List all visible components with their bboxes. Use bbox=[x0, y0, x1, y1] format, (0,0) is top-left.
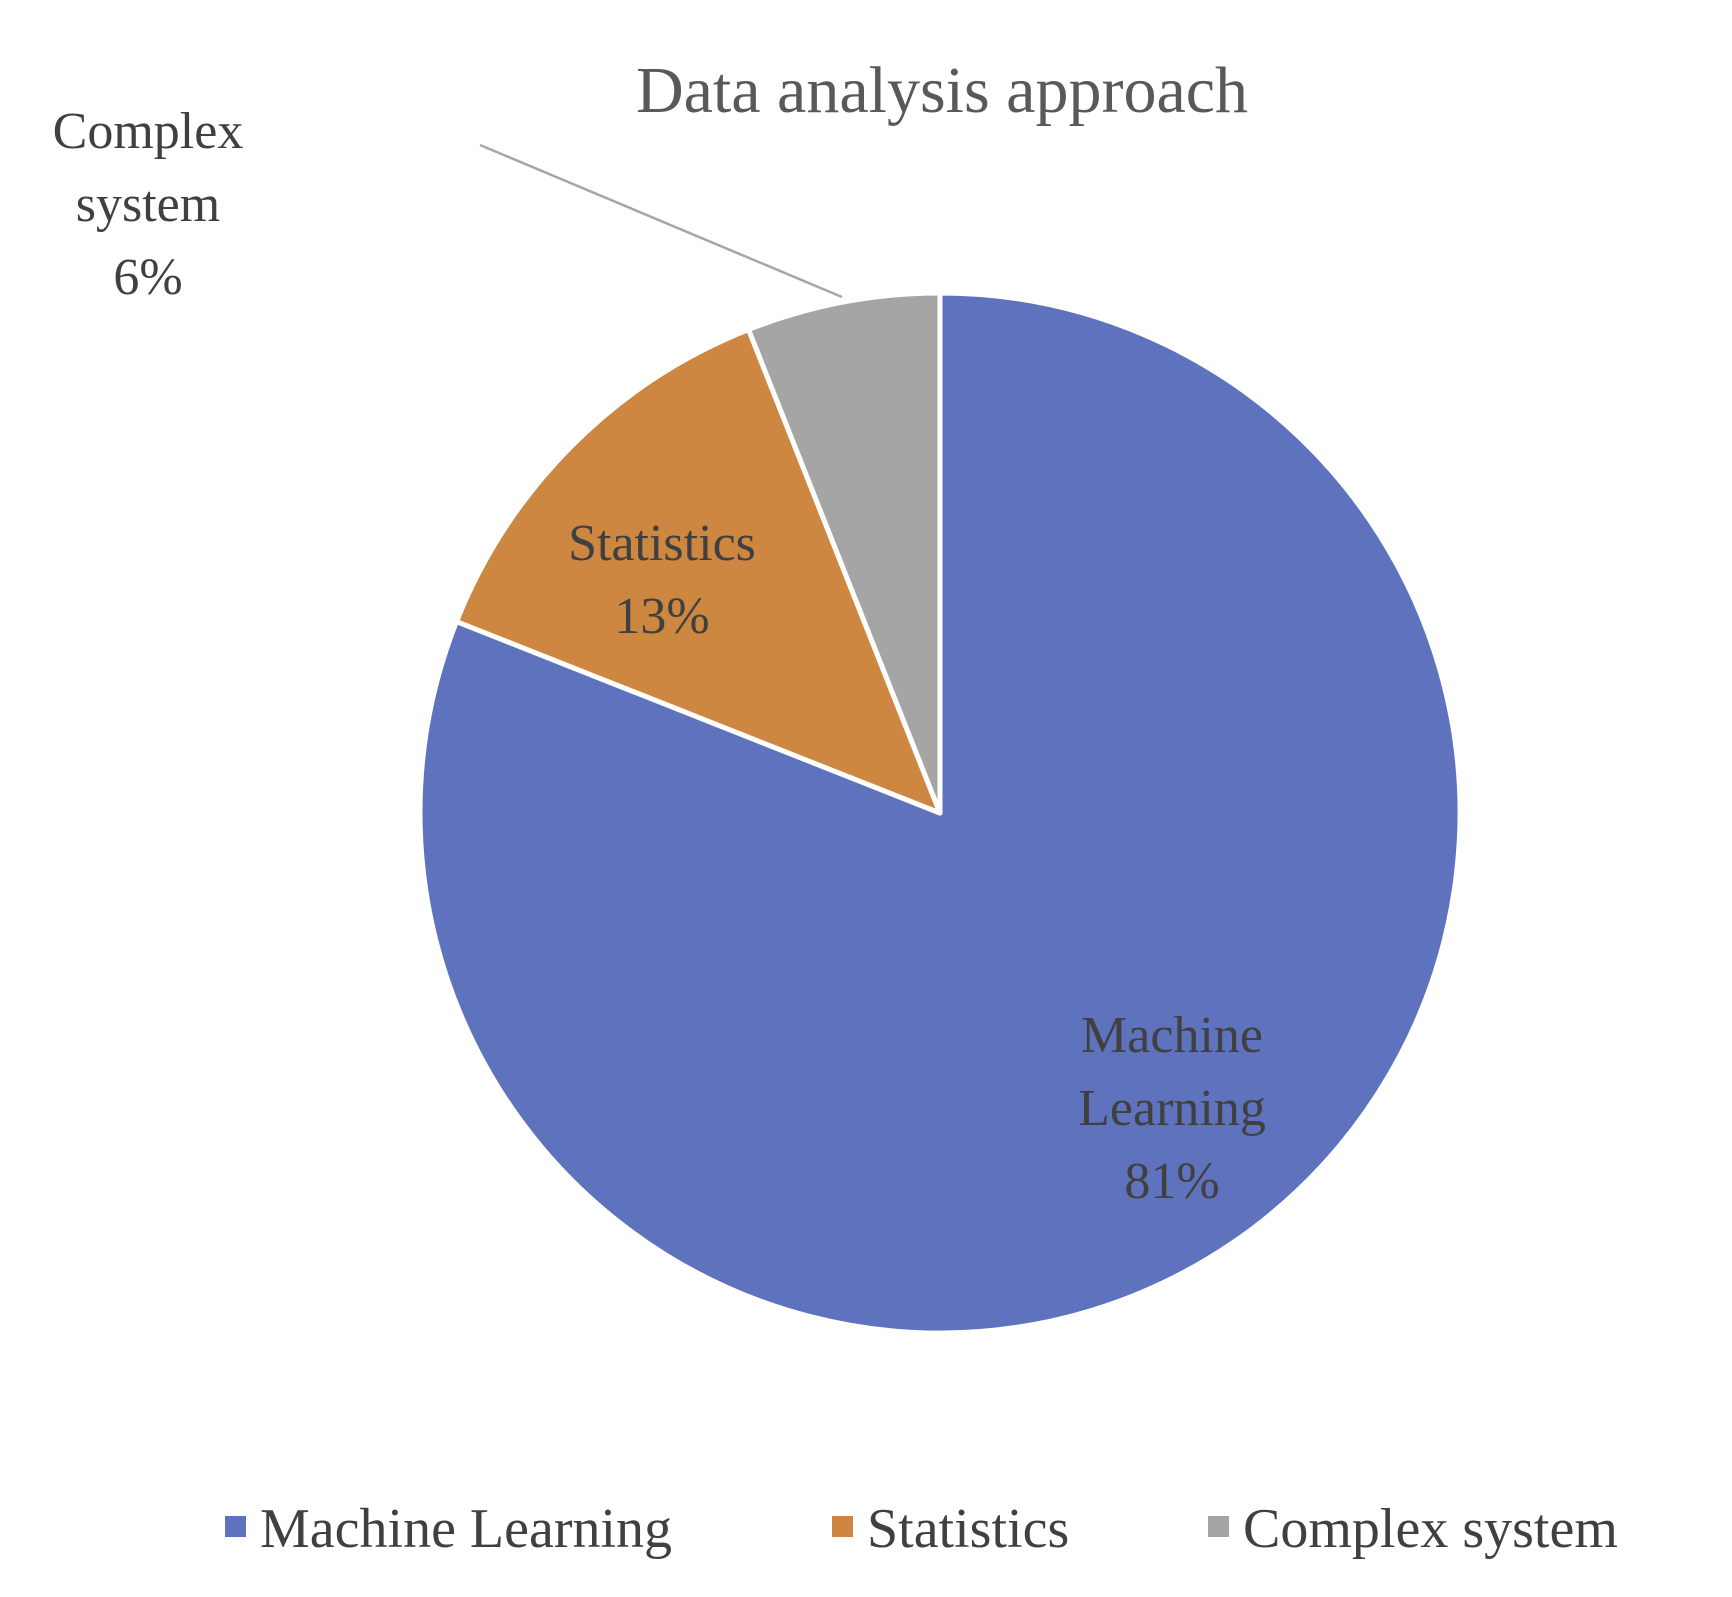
data-label-machine-learning: Machine Learning 81% bbox=[1078, 1007, 1266, 1210]
data-label-machine-learning-value: 81% bbox=[1124, 1153, 1219, 1210]
data-label-statistics-line1: Statistics bbox=[568, 515, 756, 572]
data-label-complex-system-value: 6% bbox=[113, 249, 182, 306]
pie-slice-statistics bbox=[454, 327, 943, 816]
legend: Machine Learning Statistics Complex syst… bbox=[225, 1498, 1618, 1560]
legend-swatch-statistics bbox=[832, 1516, 853, 1537]
legend-swatch-complex-system bbox=[1208, 1516, 1229, 1537]
data-label-statistics-value: 13% bbox=[614, 588, 709, 645]
legend-label-machine-learning: Machine Learning bbox=[260, 1498, 672, 1560]
legend-swatch-machine-learning bbox=[225, 1516, 246, 1537]
legend-label-complex-system: Complex system bbox=[1243, 1498, 1618, 1560]
legend-label-statistics: Statistics bbox=[867, 1498, 1069, 1560]
chart-title: Data analysis approach bbox=[636, 54, 1248, 127]
data-label-complex-system-line1: Complex bbox=[53, 103, 244, 160]
pie-slices bbox=[417, 290, 1463, 1336]
data-label-machine-learning-line1: Machine bbox=[1081, 1007, 1263, 1064]
data-label-machine-learning-line2: Learning bbox=[1078, 1080, 1266, 1137]
leader-line-complex-system bbox=[479, 143, 843, 299]
data-label-statistics: Statistics 13% bbox=[568, 515, 756, 645]
pie-slice-complex-system bbox=[746, 290, 943, 816]
data-label-complex-system: Complex system 6% bbox=[53, 103, 244, 306]
data-label-complex-system-line2: system bbox=[76, 176, 220, 233]
